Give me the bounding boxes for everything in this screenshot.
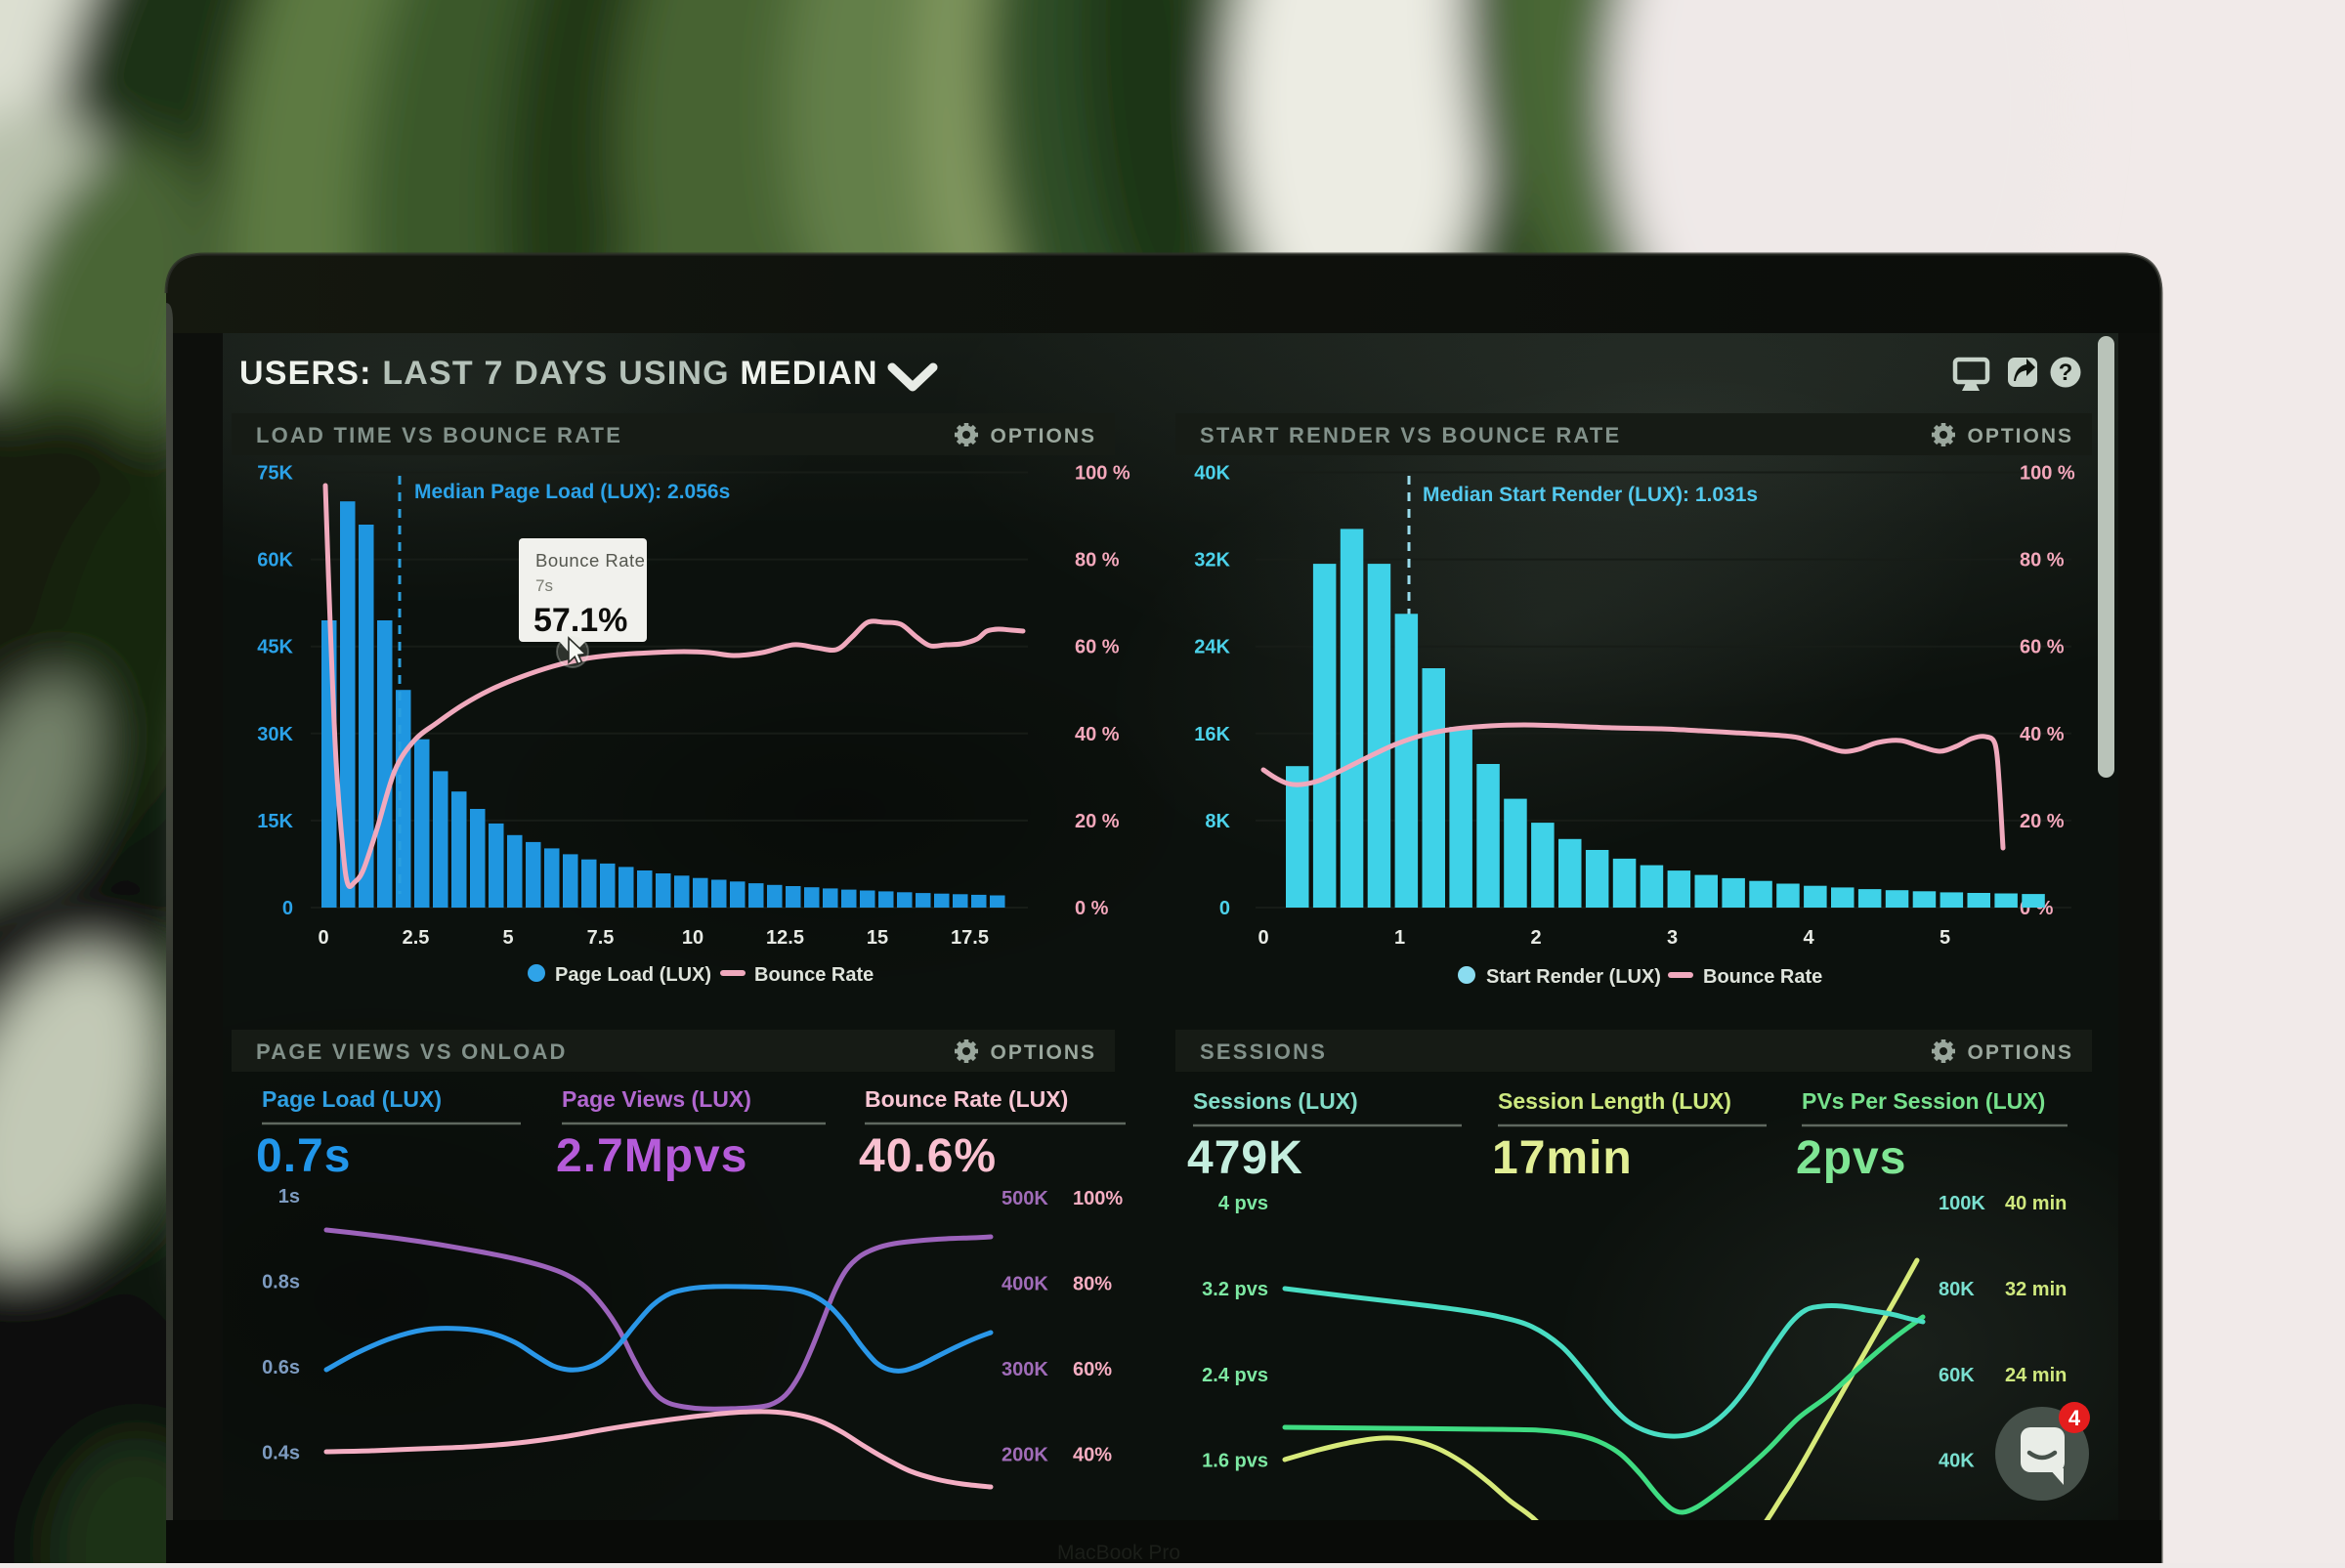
svg-text:1: 1	[1394, 927, 1405, 949]
svg-text:40 %: 40 %	[2020, 724, 2065, 745]
svg-text:1.6 pvs: 1.6 pvs	[1202, 1451, 1268, 1472]
svg-text:Median Page Load (LUX): 2.056s: Median Page Load (LUX): 2.056s	[414, 481, 730, 503]
svg-text:8K: 8K	[1205, 811, 1230, 832]
svg-text:3.2 pvs: 3.2 pvs	[1202, 1279, 1268, 1300]
svg-text:2.7Mpvs: 2.7Mpvs	[556, 1130, 747, 1182]
svg-text:PAGE VIEWS VS ONLOAD: PAGE VIEWS VS ONLOAD	[256, 1039, 568, 1064]
svg-text:80K: 80K	[1939, 1279, 1975, 1300]
svg-text:0.8s: 0.8s	[262, 1272, 300, 1293]
svg-text:20 %: 20 %	[1075, 811, 1120, 832]
svg-text:100%: 100%	[1073, 1188, 1123, 1209]
svg-text:20 %: 20 %	[2020, 811, 2065, 832]
svg-text:60K: 60K	[257, 550, 293, 572]
svg-text:40 min: 40 min	[2005, 1193, 2067, 1214]
svg-text:5: 5	[502, 927, 513, 949]
svg-text:PVs Per Session (LUX): PVs Per Session (LUX)	[1802, 1088, 2045, 1114]
svg-text:40K: 40K	[1939, 1451, 1975, 1472]
svg-text:300K: 300K	[1002, 1359, 1048, 1380]
svg-text:60K: 60K	[1939, 1365, 1975, 1386]
svg-text:100 %: 100 %	[1075, 463, 1130, 485]
svg-text:2pvs: 2pvs	[1796, 1132, 1906, 1184]
svg-text:2.5: 2.5	[403, 927, 430, 949]
svg-text:Page Load (LUX): Page Load (LUX)	[555, 964, 711, 986]
svg-text:15: 15	[867, 927, 888, 949]
svg-text:7s: 7s	[535, 576, 553, 595]
svg-text:LOAD TIME VS BOUNCE RATE: LOAD TIME VS BOUNCE RATE	[256, 423, 622, 447]
svg-text:Page Load (LUX): Page Load (LUX)	[262, 1086, 442, 1112]
svg-text:OPTIONS: OPTIONS	[990, 425, 1096, 447]
svg-text:0: 0	[282, 898, 293, 919]
svg-text:10: 10	[682, 927, 704, 949]
svg-text:80%: 80%	[1073, 1274, 1112, 1295]
svg-text:100 %: 100 %	[2020, 463, 2075, 485]
svg-text:0: 0	[1258, 927, 1268, 949]
svg-text:32K: 32K	[1194, 550, 1230, 572]
svg-text:40K: 40K	[1194, 463, 1230, 485]
svg-text:Start Render (LUX): Start Render (LUX)	[1486, 966, 1661, 988]
svg-text:60 %: 60 %	[1075, 637, 1120, 658]
svg-text:Sessions (LUX): Sessions (LUX)	[1193, 1088, 1358, 1114]
svg-text:Session Length (LUX): Session Length (LUX)	[1498, 1088, 1731, 1114]
svg-text:Bounce Rate: Bounce Rate	[754, 964, 874, 986]
svg-text:4: 4	[1803, 927, 1814, 949]
svg-text:Bounce Rate: Bounce Rate	[535, 550, 645, 571]
svg-text:4: 4	[2068, 1406, 2081, 1430]
svg-text:80 %: 80 %	[1075, 550, 1120, 572]
svg-text:17.5: 17.5	[951, 927, 989, 949]
svg-text:60 %: 60 %	[2020, 637, 2065, 658]
svg-text:2: 2	[1530, 927, 1541, 949]
svg-text:Page Views (LUX): Page Views (LUX)	[562, 1086, 751, 1112]
svg-text:24K: 24K	[1194, 637, 1230, 658]
svg-text:17min: 17min	[1492, 1132, 1633, 1184]
svg-text:MacBook Pro: MacBook Pro	[1057, 1542, 1180, 1563]
svg-text:0: 0	[318, 927, 328, 949]
svg-text:USERS: LAST 7 DAYS USING MEDIA: USERS: LAST 7 DAYS USING MEDIAN	[239, 355, 878, 392]
svg-text:32 min: 32 min	[2005, 1279, 2067, 1300]
svg-text:75K: 75K	[257, 463, 293, 485]
svg-text:45K: 45K	[257, 637, 293, 658]
svg-text:200K: 200K	[1002, 1445, 1048, 1466]
svg-text:12.5: 12.5	[766, 927, 804, 949]
svg-text:40 %: 40 %	[1075, 724, 1120, 745]
svg-text:7.5: 7.5	[587, 927, 615, 949]
svg-text:5: 5	[1940, 927, 1950, 949]
svg-text:500K: 500K	[1002, 1188, 1048, 1209]
svg-text:0: 0	[1219, 898, 1230, 919]
svg-text:100K: 100K	[1939, 1193, 1985, 1214]
svg-text:OPTIONS: OPTIONS	[1967, 425, 2073, 447]
svg-text:2.4 pvs: 2.4 pvs	[1202, 1365, 1268, 1386]
svg-text:1s: 1s	[278, 1186, 300, 1208]
svg-text:16K: 16K	[1194, 724, 1230, 745]
svg-text:40%: 40%	[1073, 1445, 1112, 1466]
svg-text:0.4s: 0.4s	[262, 1443, 300, 1464]
svg-text:0.7s: 0.7s	[256, 1130, 351, 1182]
svg-text:Median Start Render (LUX): 1.0: Median Start Render (LUX): 1.031s	[1423, 484, 1758, 506]
svg-text:57.1%: 57.1%	[533, 602, 627, 639]
svg-text:OPTIONS: OPTIONS	[1967, 1041, 2073, 1064]
svg-text:0.6s: 0.6s	[262, 1357, 300, 1378]
svg-text:4 pvs: 4 pvs	[1218, 1193, 1268, 1214]
svg-text:Bounce Rate: Bounce Rate	[1703, 966, 1822, 988]
svg-text:?: ?	[2059, 360, 2073, 386]
svg-text:0 %: 0 %	[1075, 898, 1109, 919]
svg-text:80 %: 80 %	[2020, 550, 2065, 572]
svg-text:24 min: 24 min	[2005, 1365, 2067, 1386]
svg-text:START RENDER VS BOUNCE RATE: START RENDER VS BOUNCE RATE	[1200, 423, 1621, 447]
svg-text:479K: 479K	[1187, 1132, 1303, 1184]
svg-text:3: 3	[1667, 927, 1678, 949]
svg-text:Bounce Rate (LUX): Bounce Rate (LUX)	[865, 1086, 1068, 1112]
svg-text:SESSIONS: SESSIONS	[1200, 1039, 1327, 1064]
svg-text:60%: 60%	[1073, 1359, 1112, 1380]
svg-text:OPTIONS: OPTIONS	[990, 1041, 1096, 1064]
svg-text:400K: 400K	[1002, 1274, 1048, 1295]
svg-text:15K: 15K	[257, 811, 293, 832]
svg-text:40.6%: 40.6%	[859, 1130, 997, 1182]
svg-text:30K: 30K	[257, 724, 293, 745]
